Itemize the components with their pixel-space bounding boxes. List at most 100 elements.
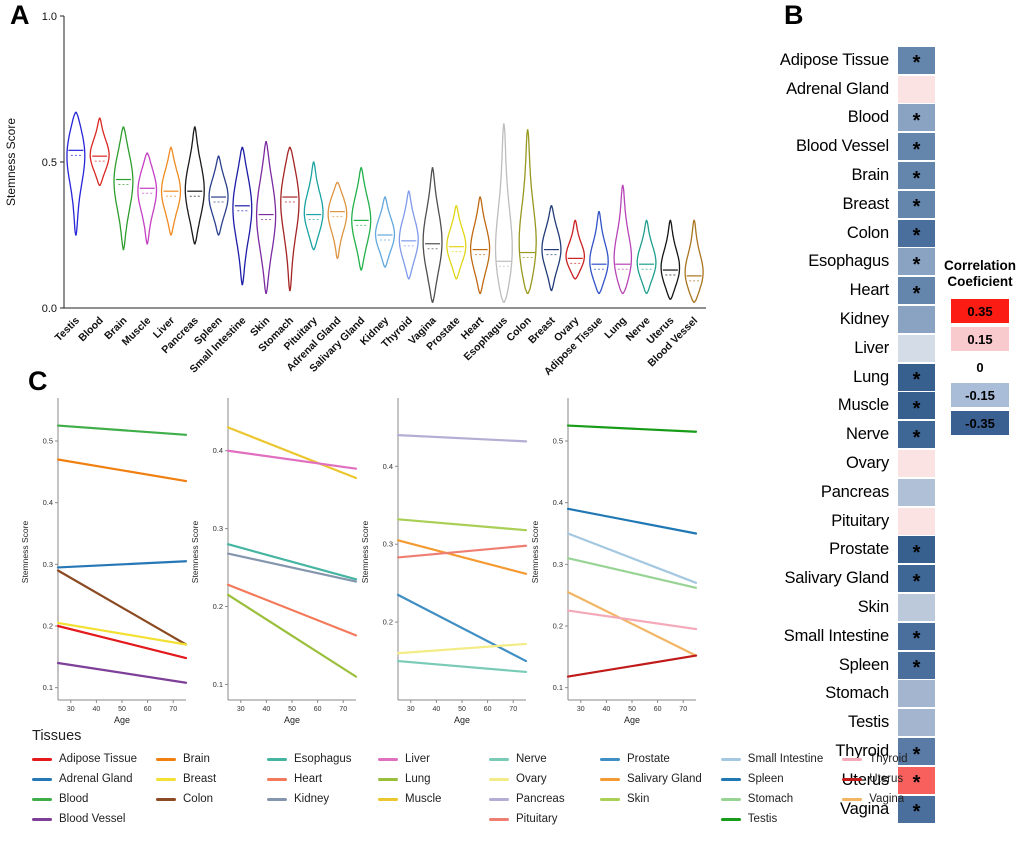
heatmap-cell bbox=[898, 450, 935, 478]
violin-shape bbox=[636, 219, 657, 295]
heatmap-row: Testis bbox=[748, 708, 935, 737]
legend-line-swatch-icon bbox=[489, 817, 509, 821]
violin-x-tick-label: Blood bbox=[76, 315, 106, 345]
tissues-legend-item: Pituitary bbox=[489, 813, 581, 825]
heatmap-cell: * bbox=[898, 162, 935, 190]
heatmap-tissue-label: Adrenal Gland bbox=[786, 79, 889, 98]
legend-line-swatch-icon bbox=[267, 757, 287, 761]
trend-x-tick-label: 50 bbox=[118, 706, 126, 713]
violin-x-tick-label: Breast bbox=[526, 314, 558, 346]
legend-line-swatch-icon bbox=[156, 797, 176, 801]
heatmap-tissue-label: Muscle bbox=[837, 396, 889, 415]
trend-x-tick-label: 70 bbox=[679, 706, 687, 713]
heatmap-legend-stop: -0.35 bbox=[951, 411, 1009, 436]
heatmap-tissue-label: Stomach bbox=[825, 684, 889, 703]
heatmap-tissue-label: Spleen bbox=[838, 655, 889, 674]
tissues-legend-label: Pituitary bbox=[516, 813, 558, 825]
heatmap-cell: * bbox=[898, 104, 935, 132]
tissues-legend-item: Prostate bbox=[600, 753, 702, 765]
violin-shape bbox=[446, 205, 467, 280]
heatmap-row: Breast * bbox=[748, 190, 935, 219]
heatmap-row: Skin bbox=[748, 593, 935, 622]
trend-y-tick-label: 0.5 bbox=[43, 437, 53, 446]
heatmap-row: Nerve * bbox=[748, 420, 935, 449]
legend-line-swatch-icon bbox=[156, 777, 176, 781]
tissues-legend-item: Blood bbox=[32, 793, 137, 805]
trend-line bbox=[396, 659, 528, 674]
trend-x-tick-label: 40 bbox=[433, 706, 441, 713]
trend-x-axis-label: Age bbox=[284, 715, 300, 725]
tissues-legend-label: Skin bbox=[627, 793, 650, 805]
tissues-legend-item: Blood Vessel bbox=[32, 813, 137, 825]
trend-line bbox=[56, 661, 188, 684]
legend-line-swatch-icon bbox=[600, 797, 620, 801]
legend-line-swatch-icon bbox=[842, 777, 863, 781]
heatmap-row: Liver bbox=[748, 334, 935, 363]
heatmap-tissue-label: Vagina bbox=[840, 799, 889, 818]
tissues-legend-item: Thyroid bbox=[842, 753, 934, 765]
legend-line-swatch-icon bbox=[600, 777, 620, 781]
age-trend-line-plots: 0.1 0.2 0.3 0.4 0.5 30 40 50 60 70 Age Stemness Sco… bbox=[20, 398, 698, 725]
violin-shape bbox=[613, 184, 633, 295]
trend-y-tick-label: 0.1 bbox=[213, 680, 223, 689]
trend-y-tick-label: 0.2 bbox=[213, 602, 223, 611]
legend-line-swatch-icon bbox=[378, 757, 398, 761]
trend-y-tick-label: 0.2 bbox=[43, 622, 53, 631]
tissues-legend-item: Colon bbox=[156, 793, 248, 805]
tissues-legend-item: Small Intestine bbox=[720, 753, 823, 765]
heatmap-row: Adrenal Gland bbox=[748, 75, 935, 104]
heatmap-cell bbox=[898, 75, 935, 103]
heatmap-legend-stop: 0 bbox=[951, 355, 1009, 380]
heatmap-tissue-label: Colon bbox=[846, 223, 889, 242]
heatmap-cell: * bbox=[898, 190, 935, 218]
heatmap-row: Spleen * bbox=[748, 651, 935, 680]
heatmap-cell bbox=[898, 334, 935, 362]
trend-x-tick-label: 70 bbox=[509, 706, 517, 713]
tissues-legend-label: Salivary Gland bbox=[627, 773, 702, 785]
trend-x-tick-label: 40 bbox=[263, 706, 271, 713]
legend-line-swatch-icon bbox=[32, 777, 52, 781]
heatmap-row: Blood * bbox=[748, 104, 935, 133]
violin-y-tick-label: 1.0 bbox=[42, 11, 57, 23]
violin-shape bbox=[137, 152, 158, 245]
trend-line bbox=[566, 654, 698, 678]
trend-x-tick-label: 60 bbox=[144, 706, 152, 713]
legend-line-swatch-icon bbox=[267, 777, 287, 781]
trend-x-tick-label: 60 bbox=[654, 706, 662, 713]
tissues-legend-item: Adipose Tissue bbox=[32, 753, 137, 765]
heatmap-tissue-label: Adipose Tissue bbox=[779, 50, 889, 69]
tissues-legend-item: Breast bbox=[156, 773, 248, 785]
trend-y-tick-label: 0.1 bbox=[43, 683, 53, 692]
trend-y-tick-label: 0.1 bbox=[553, 683, 563, 692]
trend-y-axis-label: Stemness Score bbox=[360, 521, 370, 584]
violin-shape bbox=[232, 146, 253, 286]
trend-y-tick-label: 0.4 bbox=[43, 498, 53, 507]
tissues-legend-item: Kidney bbox=[267, 793, 359, 805]
violin-shape bbox=[565, 219, 586, 280]
heatmap-legend-stop: 0.15 bbox=[951, 327, 1009, 352]
heatmap-legend-title: Correlation Coeficient bbox=[942, 258, 1018, 290]
tissues-legend-columns: Adipose Tissue Adrenal Gland Blood Blood Ve… bbox=[32, 753, 1007, 825]
tissues-legend-label: Breast bbox=[183, 773, 217, 785]
heatmap-row: Small Intestine * bbox=[748, 622, 935, 651]
heatmap-tissue-label: Pancreas bbox=[820, 482, 889, 501]
heatmap-cell bbox=[898, 478, 935, 506]
trend-y-tick-label: 0.2 bbox=[553, 622, 563, 631]
trend-line bbox=[56, 569, 188, 646]
heatmap-row: Salivary Gland * bbox=[748, 564, 935, 593]
tissues-legend-label: Heart bbox=[294, 773, 323, 785]
tissues-legend-item: Testis bbox=[720, 813, 823, 825]
heatmap-cell: * bbox=[898, 795, 935, 823]
heatmap-legend: Correlation Coeficient 0.35 0.15 0 -0.15 -0.… bbox=[942, 258, 1018, 437]
violin-shape bbox=[469, 196, 491, 295]
heatmap-cell: * bbox=[898, 248, 935, 276]
heatmap-tissue-label: Lung bbox=[853, 367, 889, 386]
heatmap-tissue-label: Pituitary bbox=[831, 511, 889, 530]
violin-x-tick-label: Testis bbox=[53, 315, 83, 345]
violin-shape bbox=[160, 146, 182, 236]
trend-y-axis-label: Stemness Score bbox=[20, 521, 30, 584]
violin-shape bbox=[422, 167, 443, 303]
tissues-legend-label: Brain bbox=[183, 753, 210, 765]
violin-shape bbox=[589, 210, 609, 295]
